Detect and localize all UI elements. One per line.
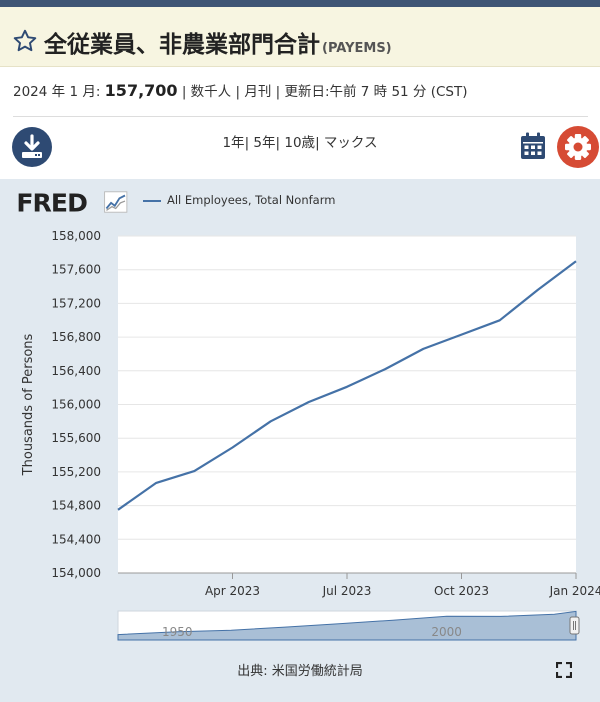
fred-logo: FRED <box>16 189 128 215</box>
gear-icon <box>565 134 591 160</box>
y-tick-label: 155,600 <box>51 431 101 445</box>
series-code: (PAYEMS) <box>322 41 392 56</box>
range-separator: | <box>315 135 320 151</box>
settings-button[interactable] <box>557 126 599 168</box>
range-separator: | <box>244 135 250 151</box>
x-tick-label: Oct 2023 <box>434 584 489 598</box>
observation-summary: 2024 年 1 月: 157,700 | 数千人 | 月刊 | 更新日:午前 … <box>13 80 468 100</box>
y-tick-label: 155,200 <box>51 465 101 479</box>
observation-details: | 数千人 | 月刊 | 更新日:午前 7 時 51 分 (CST) <box>181 84 468 100</box>
navigator-handle[interactable] <box>569 616 580 635</box>
range-max[interactable]: マックス <box>323 135 378 151</box>
range-10y[interactable]: 10歳 <box>284 135 316 151</box>
download-button[interactable] <box>12 127 52 167</box>
fred-logo-text: FRED <box>16 189 87 215</box>
series-title-bar: 全従業員、非農業部門合計 (PAYEMS) <box>0 7 600 67</box>
x-tick-label: Jan 2024 <box>549 584 600 598</box>
observation-value: 157,700 <box>104 81 178 100</box>
range-1y[interactable]: 1年 <box>222 135 245 151</box>
y-tick-label: 154,000 <box>51 566 101 580</box>
source-label: 出典: 米国労働統計局 <box>237 664 363 679</box>
page-title: 全従業員、非農業部門合計 (PAYEMS) <box>44 25 392 59</box>
fullscreen-icon[interactable] <box>556 662 572 678</box>
series-title: 全従業員、非農業部門合計 <box>44 32 320 58</box>
y-tick-label: 154,800 <box>51 499 101 513</box>
calendar-icon[interactable] <box>520 132 546 160</box>
observation-date: 2024 年 1 月: <box>13 84 101 100</box>
range-separator: | <box>275 135 281 151</box>
line-chart: 154,000 154,400 154,800 155,200 155,600 156,0… <box>21 229 600 641</box>
y-tick-label: 156,400 <box>51 364 101 378</box>
date-range-selector: 1年| 5年| 10歳| マックス <box>0 131 600 151</box>
top-bar <box>0 0 600 7</box>
navigator-series-area <box>117 610 577 641</box>
legend-swatch <box>143 200 161 202</box>
x-tick-label: Apr 2023 <box>205 584 260 598</box>
y-tick-label: 156,800 <box>51 330 101 344</box>
series-line-all-employees <box>117 260 577 511</box>
x-tick-label: Jul 2023 <box>322 584 372 598</box>
navigator-tick-label: 1950 <box>162 625 193 639</box>
download-icon <box>22 134 42 158</box>
range-5y[interactable]: 5年 <box>253 135 276 151</box>
divider <box>13 116 588 117</box>
y-tick-label: 154,400 <box>51 532 101 546</box>
y-axis-label: Thousands of Persons <box>21 333 36 476</box>
fred-logo-chart-icon <box>104 191 128 213</box>
navigator-tick-label: 2000 <box>431 625 462 639</box>
y-tick-label: 157,600 <box>51 263 101 277</box>
legend-label: All Employees, Total Nonfarm <box>167 193 336 207</box>
y-tick-label: 156,000 <box>51 398 101 412</box>
y-tick-label: 157,200 <box>51 296 101 310</box>
y-tick-label: 158,000 <box>51 229 101 243</box>
star-icon[interactable] <box>12 28 38 54</box>
